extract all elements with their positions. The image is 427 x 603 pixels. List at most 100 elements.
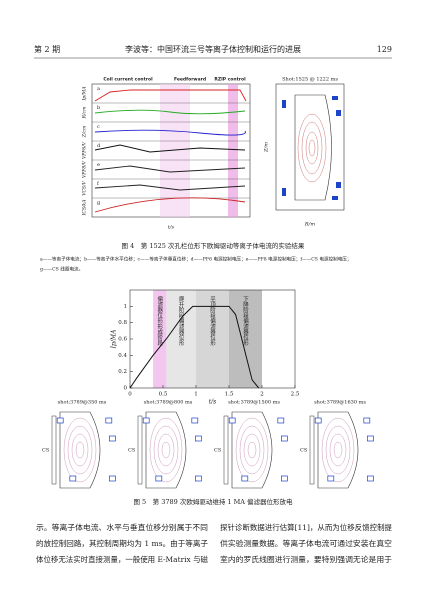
body-line: 室内的罗氏线圈进行测量，要特别强调无论是用于 — [220, 554, 393, 564]
pf-coil — [241, 475, 249, 482]
pf-coil — [367, 475, 374, 482]
fig4-xlabel: t/s — [168, 225, 175, 231]
flux-surface — [153, 425, 179, 475]
pf-coil — [367, 435, 374, 442]
y-axis-label: Ip/MA — [111, 329, 118, 349]
x-tick-label: 1 — [194, 392, 198, 398]
fig4-ylabel: VCS/V — [82, 180, 88, 195]
pf-coil — [277, 417, 285, 424]
fig5-caption: 图 5 第 3789 次欧姆驱动维持 1 MA 偏滤器位形放电 — [133, 497, 293, 506]
fig4-letter: d — [97, 143, 101, 149]
y-tick-label: 0.6 — [118, 337, 127, 343]
figure5-shots: shot:3789@350 ms CS shot:3789@800 ms CS shot… — [42, 399, 374, 489]
flux-surface — [243, 433, 261, 467]
fig4-letter: b — [97, 105, 100, 111]
flux-surface — [235, 417, 269, 483]
flux-surface — [333, 441, 343, 459]
phase-band — [166, 290, 196, 388]
cs-label: CS — [300, 448, 308, 454]
phase-band — [229, 290, 262, 388]
vessel — [231, 411, 273, 489]
cs-coil — [309, 415, 315, 485]
cs-label: CS — [214, 448, 222, 454]
pf-coil — [191, 417, 199, 424]
flux-surface — [325, 425, 351, 475]
y-tick-label: 0.4 — [118, 353, 127, 359]
phase-label: 平顶阶段偏滤器位形 — [209, 296, 216, 347]
body-line: 体位移无法实时直接测量，一般使用 E-Matrix 与磁 — [36, 554, 208, 564]
fig4-letter: e — [97, 162, 100, 168]
fig4-ylabel: VPF6/V — [82, 141, 88, 159]
cs-label: CS — [128, 448, 136, 454]
vessel — [317, 411, 359, 489]
body-line: 的放控制回路，其控制周期均为 1 ms。由于等离子 — [36, 538, 209, 548]
running-title: 李波等：中国环流三号等离子体控制和运行的进展 — [125, 44, 301, 54]
cs-coil — [137, 415, 143, 485]
vessel — [145, 411, 187, 489]
flux-surface — [239, 425, 265, 475]
y-tick-label: 0 — [124, 386, 128, 392]
pf-coil — [69, 475, 77, 482]
y-tick-label: 1 — [124, 304, 128, 310]
x-tick-label: 2.5 — [291, 392, 300, 398]
pf-coil — [195, 475, 202, 482]
fig4-ylabel: VPF8/V — [82, 160, 88, 178]
cs-coil — [51, 415, 57, 485]
fig4-shot: Shot:1525 @ 1222 ms — [282, 76, 338, 83]
figure4-left — [91, 83, 251, 218]
shot-label: shot:3789@350 ms — [58, 399, 107, 406]
x-axis-label: t/s — [209, 399, 217, 406]
pf-coil — [109, 435, 116, 442]
body-line: 探针诊断数据进行估算[11]，从而为位移反馈控制提 — [220, 522, 392, 532]
vessel — [59, 411, 101, 489]
flux-surface — [329, 433, 347, 467]
phase-band — [153, 290, 167, 388]
fig4-legend: g——CS 线圈电流。 — [40, 266, 83, 273]
cs-label: CS — [42, 448, 50, 454]
fig4-letter: g — [97, 200, 101, 206]
fig4-ylabel: ICS/kA — [82, 199, 88, 217]
pf-coil — [109, 475, 116, 482]
flux-surface — [71, 433, 89, 467]
flux-surface — [157, 433, 175, 467]
phase-label: 偏滤器位形形成阶段 — [156, 295, 163, 347]
fig4-eq-xlabel: R/m — [304, 222, 315, 228]
fig4-letter: c — [97, 124, 100, 130]
y-tick-label: 0.8 — [118, 320, 127, 326]
pf-coil — [327, 475, 335, 482]
flux-surface — [67, 425, 93, 475]
fig4-top-label: Feedforward — [174, 77, 206, 83]
pf-coil — [155, 475, 163, 482]
pf-coil — [314, 417, 322, 424]
fig4-letter: f — [97, 181, 100, 187]
fig4-letter: a — [97, 86, 100, 92]
shot-label: shot:3789@800 ms — [144, 399, 193, 406]
fig4-ylabel: Ip/MA — [82, 86, 88, 102]
fig4-legend: a——等离子体电流；b——等离子体水平位移；c——等离子体垂直位移；d——PF6… — [40, 256, 352, 263]
pf-coil — [195, 435, 202, 442]
fig4-ylabel: Z/cm — [82, 126, 88, 138]
figure4-equilibrium — [275, 83, 345, 211]
flux-surface — [75, 441, 85, 459]
pf-coil — [281, 475, 288, 482]
x-tick-label: 0.5 — [159, 392, 168, 398]
pf-coil — [142, 417, 150, 424]
flux-surface — [149, 417, 183, 483]
fig4-caption: 图 4 第 1525 次孔栏位形下欧姆驱动等离子体电流的实验结果 — [122, 241, 305, 250]
figure5-chart: 偏滤器位形形成阶段 爬升阶段偏滤器位形 平顶阶段偏滤器位形 下降阶段偏滤器位形 0 0.5… — [111, 289, 300, 406]
fig4-eq-ylabel: Z/m — [264, 142, 270, 153]
flux-surface — [247, 441, 257, 459]
pf-coil — [228, 417, 236, 424]
pf-coil — [363, 417, 371, 424]
shot-label: shot:3789@1630 ms — [314, 399, 366, 406]
flux-surface — [63, 417, 97, 483]
fig4-top-label: Coil current control — [103, 77, 153, 83]
flux-surface — [161, 441, 171, 459]
page-number: 129 — [377, 45, 392, 54]
phase-label: 下降阶段偏滤器位形 — [242, 296, 249, 347]
x-tick-label: 1.5 — [225, 392, 234, 398]
pf-coil — [281, 435, 288, 442]
body-line: 示。等离子体电流、水平与垂直位移分别属于不同 — [36, 522, 208, 532]
phase-label: 爬升阶段偏滤器位形 — [178, 295, 185, 347]
